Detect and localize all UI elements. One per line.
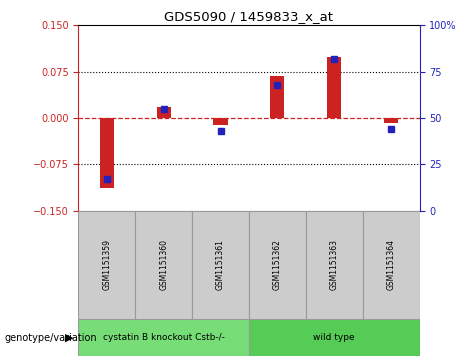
Bar	[157, 107, 171, 118]
Title: GDS5090 / 1459833_x_at: GDS5090 / 1459833_x_at	[165, 10, 333, 23]
Text: GSM1151362: GSM1151362	[273, 240, 282, 290]
Bar	[249, 319, 420, 356]
Text: GSM1151363: GSM1151363	[330, 240, 339, 290]
Bar	[363, 211, 420, 319]
Bar	[78, 211, 135, 319]
Text: GSM1151361: GSM1151361	[216, 240, 225, 290]
Bar	[384, 118, 398, 123]
Bar	[327, 57, 341, 118]
Text: ▶: ▶	[65, 333, 74, 343]
Bar	[249, 211, 306, 319]
Bar	[213, 118, 228, 125]
Text: GSM1151364: GSM1151364	[387, 240, 396, 290]
Bar	[100, 118, 114, 188]
Bar	[135, 211, 192, 319]
Bar	[78, 319, 249, 356]
Bar	[270, 76, 284, 118]
Text: cystatin B knockout Cstb-/-: cystatin B knockout Cstb-/-	[103, 333, 225, 342]
Text: GSM1151360: GSM1151360	[159, 240, 168, 290]
Text: genotype/variation: genotype/variation	[5, 333, 97, 343]
Text: GSM1151359: GSM1151359	[102, 240, 111, 290]
Bar	[192, 211, 249, 319]
Bar	[306, 211, 363, 319]
Text: wild type: wild type	[313, 333, 355, 342]
